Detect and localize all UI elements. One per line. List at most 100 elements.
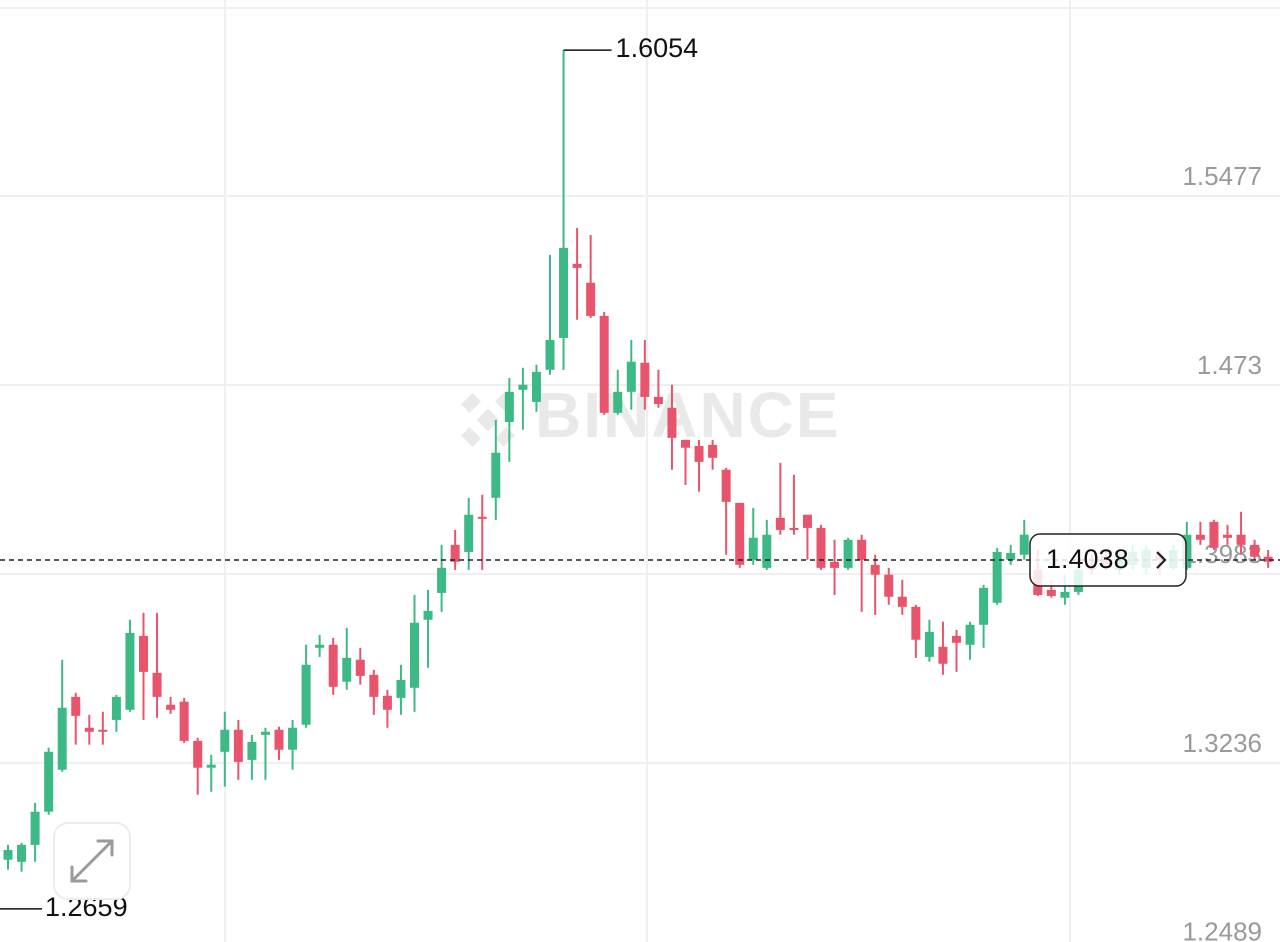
candle-body xyxy=(166,704,176,710)
candle-body xyxy=(1236,534,1246,545)
chevron-icon xyxy=(1156,551,1167,569)
candle-body xyxy=(464,514,474,552)
candle-body xyxy=(952,635,961,643)
candle-body xyxy=(1046,589,1056,596)
candle-body xyxy=(328,644,338,687)
candle-body xyxy=(870,564,880,575)
candle-body xyxy=(640,362,650,397)
candle-body xyxy=(1006,552,1016,560)
y-tick-label: 1.3236 xyxy=(1182,728,1262,758)
candle-body xyxy=(125,632,135,710)
last-price-label: 1.4038 xyxy=(1046,544,1129,574)
candle-body xyxy=(531,371,541,402)
candle-body xyxy=(1019,534,1029,555)
candle-body xyxy=(233,729,243,762)
candle-body xyxy=(57,707,67,770)
candle-body xyxy=(667,407,677,438)
candle-body xyxy=(599,315,609,413)
candle-body xyxy=(44,751,54,812)
candle-body xyxy=(545,339,555,370)
candle-body xyxy=(504,391,514,422)
y-tick-label: 1.2489 xyxy=(1182,917,1262,942)
candle-body xyxy=(301,664,311,725)
candle-body xyxy=(1182,534,1192,568)
candle-body xyxy=(708,444,718,458)
candle-body xyxy=(193,740,203,768)
candle-body xyxy=(1263,556,1273,562)
candle-body xyxy=(179,701,189,741)
candle-body xyxy=(355,659,365,676)
candle-body xyxy=(721,469,731,502)
candle-body xyxy=(843,539,853,568)
candle-body xyxy=(586,282,596,316)
last-price-box[interactable]: 1.4038 xyxy=(1029,533,1187,587)
candle-body xyxy=(369,674,379,697)
candle-body xyxy=(1250,544,1260,557)
candle-body xyxy=(315,644,325,648)
candle-body xyxy=(924,631,934,657)
candle-body xyxy=(979,587,989,625)
watermark-text: BINANCE xyxy=(535,379,841,451)
candle-body xyxy=(382,695,392,710)
candle-body xyxy=(681,439,690,448)
candle-body xyxy=(816,527,826,568)
candle-body xyxy=(911,606,921,640)
candle-body xyxy=(857,539,867,560)
watermark-logo xyxy=(461,393,515,447)
plot: 1.54771.4731.39831.32361.24891.60541.265… xyxy=(0,33,1280,942)
candle-body xyxy=(152,672,162,697)
candle-body xyxy=(762,534,772,568)
candle-body xyxy=(992,551,1002,603)
candle-body xyxy=(410,622,419,688)
candle-body xyxy=(897,596,907,607)
candle-body xyxy=(491,452,501,498)
candle-body xyxy=(437,567,447,593)
candle-body xyxy=(748,537,758,560)
candle-body xyxy=(342,657,352,682)
candle-body xyxy=(423,610,433,620)
candle-body xyxy=(572,263,582,268)
candle-body xyxy=(559,247,569,338)
candle-body xyxy=(71,696,81,716)
candle-body xyxy=(938,646,948,664)
y-tick-label: 1.473 xyxy=(1197,350,1262,380)
candle-body xyxy=(735,502,745,565)
candle-body xyxy=(626,361,636,392)
candle-body xyxy=(694,445,704,462)
expand-icon xyxy=(70,839,114,883)
expand-button[interactable] xyxy=(53,822,131,900)
candle-body xyxy=(965,624,975,645)
candle-body xyxy=(288,727,298,750)
candle-body xyxy=(274,729,284,750)
candle-body xyxy=(111,696,121,720)
candle-body xyxy=(789,527,799,530)
candle-body xyxy=(613,391,623,413)
candle-body xyxy=(139,635,148,672)
last-price-bg xyxy=(1029,533,1187,587)
candle-body xyxy=(802,514,812,528)
candle-body xyxy=(98,729,108,732)
candle-body xyxy=(518,384,528,390)
candle-body xyxy=(884,574,894,597)
candle-body xyxy=(653,396,663,404)
candle-body xyxy=(30,811,40,845)
candle-body xyxy=(1223,534,1232,538)
y-tick-label: 1.3983 xyxy=(1182,539,1262,569)
candle-body xyxy=(220,729,230,752)
candle-body xyxy=(1195,534,1205,540)
candle-body xyxy=(247,741,257,760)
candle-body xyxy=(260,731,270,735)
candle-body xyxy=(1060,591,1070,598)
candle-body xyxy=(775,517,785,530)
candle-body xyxy=(830,561,840,568)
max-label: 1.6054 xyxy=(616,33,699,63)
candle-body xyxy=(17,844,27,862)
candle-body xyxy=(477,516,487,519)
candle-body xyxy=(3,849,13,860)
candle-body xyxy=(1209,521,1219,548)
candle-body xyxy=(206,764,216,768)
candle-body xyxy=(396,679,406,698)
candle-body xyxy=(84,727,94,732)
